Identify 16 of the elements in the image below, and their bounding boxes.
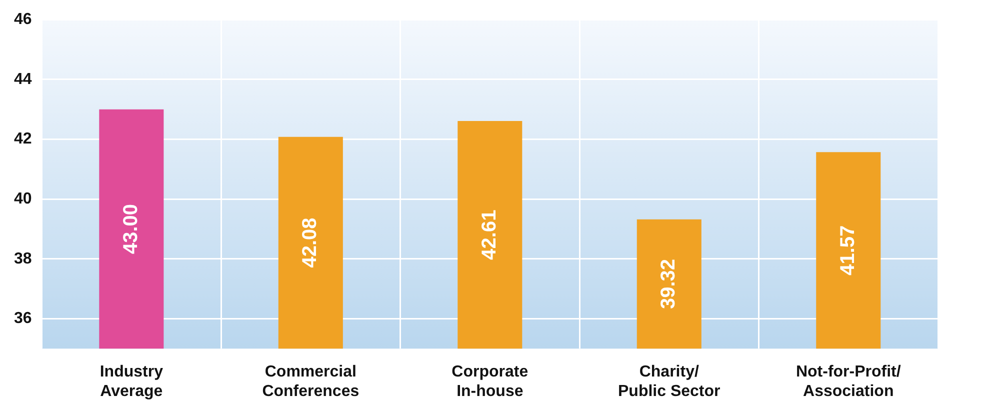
y-tick-label: 40 (14, 190, 32, 208)
y-tick-label: 44 (14, 70, 32, 88)
y-tick-label: 36 (14, 310, 32, 328)
x-tick-label: Corporate In-house (452, 364, 528, 400)
data-label: 42.08 (299, 218, 322, 268)
x-tick-label: Industry Average (100, 364, 164, 400)
y-tick-label: 46 (14, 11, 32, 28)
y-tick-label: 38 (14, 250, 32, 268)
y-tick-label: 42 (14, 130, 32, 148)
data-label: 43.00 (120, 204, 142, 254)
data-label: 42.61 (478, 210, 500, 260)
data-label: 39.32 (658, 258, 680, 310)
x-tick-label: Charity/ Public Sector (618, 364, 720, 400)
data-label: 41.57 (836, 225, 859, 276)
x-tick-label: Commercial Conferences (262, 364, 360, 400)
x-tick-label: Not-for-Profit/ Association (796, 364, 902, 400)
